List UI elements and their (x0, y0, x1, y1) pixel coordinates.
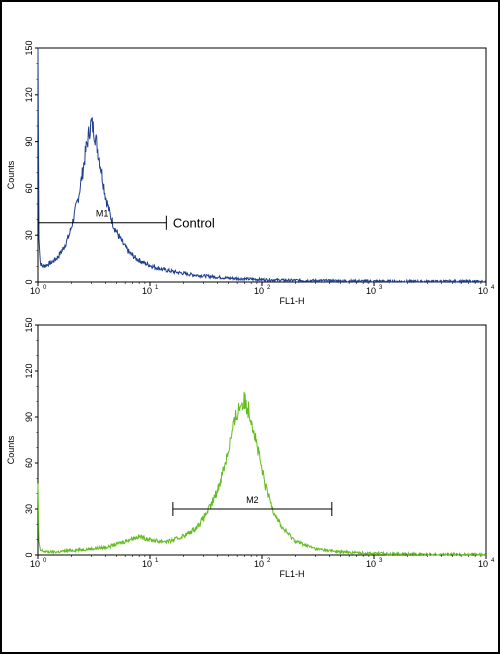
x-tick-exponent: 2 (267, 285, 271, 291)
x-tick-exponent: 4 (491, 558, 495, 564)
x-tick-label: 10 (142, 286, 152, 296)
x-tick-label: 10 (366, 286, 376, 296)
y-tick-label: 120 (24, 363, 34, 378)
x-tick-label: 10 (30, 559, 40, 569)
y-tick-label: 0 (24, 552, 34, 557)
x-tick-exponent: 3 (379, 558, 383, 564)
x-tick-exponent: 0 (43, 285, 47, 291)
marker-gate-label: M1 (96, 209, 109, 219)
x-tick-label: 10 (366, 559, 376, 569)
y-axis-title: Counts (6, 435, 16, 464)
y-tick-label: 30 (24, 230, 34, 240)
y-tick-label: 150 (24, 317, 34, 332)
plot-area-frame (37, 47, 487, 283)
x-tick-label: 10 (30, 286, 40, 296)
y-tick-label: 30 (24, 504, 34, 514)
y-tick-label: 120 (24, 87, 34, 102)
x-tick-label: 10 (254, 559, 264, 569)
y-tick-label: 90 (24, 137, 34, 147)
y-tick-label: 90 (24, 412, 34, 422)
x-tick-exponent: 1 (155, 285, 159, 291)
x-tick-exponent: 3 (379, 285, 383, 291)
x-tick-label: 10 (254, 286, 264, 296)
x-tick-label: 10 (478, 286, 488, 296)
y-tick-label: 150 (24, 40, 34, 55)
annotation-label: Control (173, 216, 215, 231)
x-tick-exponent: 4 (491, 285, 495, 291)
plot-area-frame (37, 324, 487, 556)
x-tick-label: 10 (478, 559, 488, 569)
y-tick-label: 0 (24, 279, 34, 284)
x-axis-title: FL1-H (279, 296, 304, 306)
y-tick-label: 60 (24, 458, 34, 468)
x-tick-exponent: 1 (155, 558, 159, 564)
x-tick-label: 10 (142, 559, 152, 569)
x-tick-exponent: 0 (43, 558, 47, 564)
histogram-series-line (37, 391, 487, 557)
y-tick-label: 60 (24, 183, 34, 193)
x-tick-exponent: 2 (267, 558, 271, 564)
x-axis-title: FL1-H (279, 569, 304, 579)
y-axis-title: Counts (6, 160, 16, 189)
marker-gate-label: M2 (246, 495, 259, 505)
histogram-series-line (37, 48, 487, 284)
